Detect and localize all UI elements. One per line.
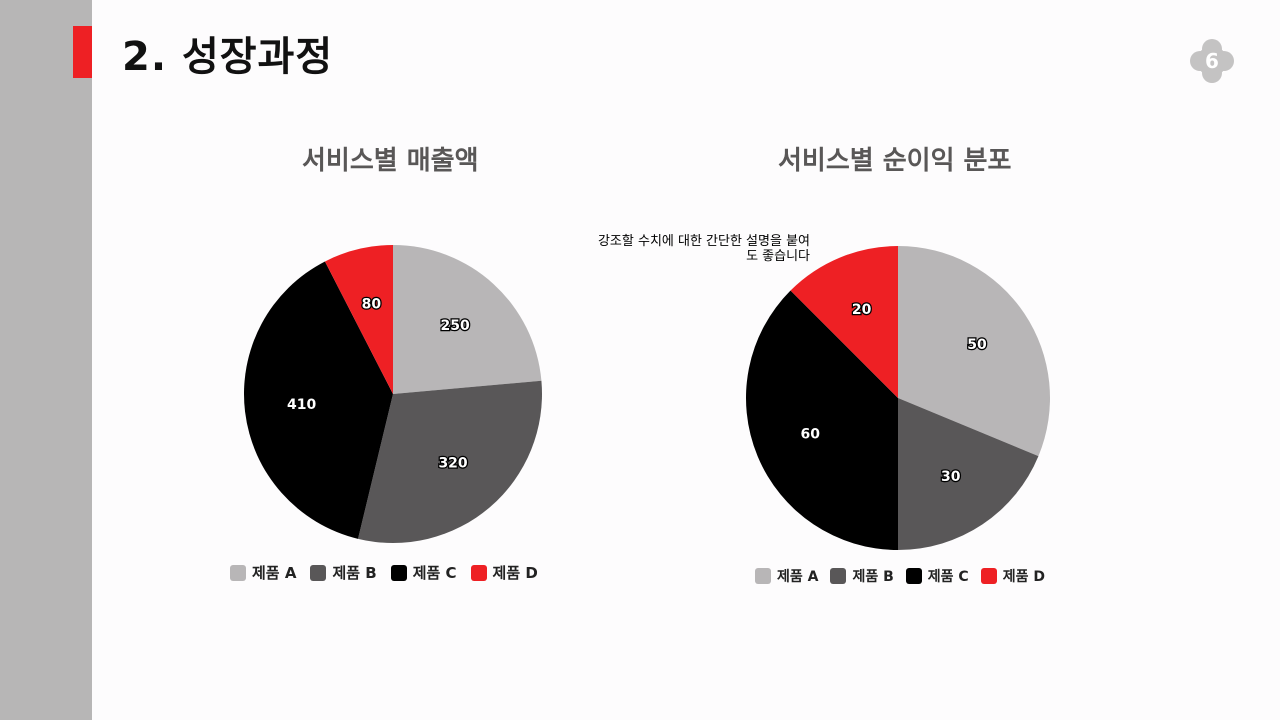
pie-slice-c <box>244 261 393 539</box>
legend-item-c: 제품 C <box>905 566 969 586</box>
pie-value-label-b: 30 <box>941 469 961 485</box>
legend-swatch-d <box>980 568 997 584</box>
pie-slice-b <box>898 398 1039 550</box>
slide-title: 2. 성장과정 <box>122 34 334 80</box>
legend-label-d: 제품 D <box>1002 569 1045 585</box>
pie-slice-c <box>746 290 898 550</box>
pie-chart-revenue: 250 320 410 80 <box>244 245 542 543</box>
title-accent-bar <box>73 26 92 78</box>
chart-title-profit: 서비스별 순이익 분포 <box>778 146 1012 176</box>
pie-slice-d <box>324 245 393 394</box>
callout-note: 강조할 수치에 대한 간단한 설명을 붙여 도 좋습니다 <box>560 234 810 264</box>
legend-swatch-b <box>310 564 327 581</box>
legend-swatch-c <box>390 564 407 581</box>
pie-value-label-c: 410 <box>287 397 316 413</box>
legend-swatch-a <box>230 564 246 581</box>
legend-label-c: 제품 C <box>412 564 457 582</box>
legend-item-d: 제품 D <box>980 566 1045 586</box>
pie-value-label-d: 20 <box>852 302 872 318</box>
pie-slice-b <box>358 380 542 543</box>
pie-value-label-a: 50 <box>967 337 987 353</box>
callout-line-1: 강조할 수치에 대한 간단한 설명을 붙여 <box>597 234 810 249</box>
legend-label-d: 제품 D <box>492 564 538 582</box>
legend-item-b: 제품 B <box>310 562 377 583</box>
legend-label-c: 제품 C <box>927 569 969 585</box>
legend-item-d: 제품 D <box>470 562 538 583</box>
legend-swatch-d <box>470 564 487 581</box>
legend-swatch-b <box>830 568 847 584</box>
legend-item-b: 제품 B <box>830 566 894 586</box>
legend-item-c: 제품 C <box>390 562 457 583</box>
pie-value-label-a: 250 <box>440 318 469 334</box>
chart-title-revenue: 서비스별 매출액 <box>302 146 479 176</box>
legend-swatch-a <box>755 568 771 584</box>
flower-badge-icon <box>1190 39 1234 83</box>
pie-value-label-b: 320 <box>438 456 467 472</box>
pie-value-label-c: 60 <box>800 426 820 442</box>
pie-slice-a <box>898 246 1050 457</box>
legend-item-a: 제품 A <box>230 562 296 583</box>
callout-line-2: 도 좋습니다 <box>746 249 810 264</box>
legend-label-b: 제품 B <box>332 564 377 582</box>
left-sidebar-bar <box>0 0 92 720</box>
pie-value-label-d: 80 <box>362 297 382 313</box>
legend-revenue: 제품 A 제품 B 제품 C 제품 D <box>230 562 538 583</box>
legend-profit: 제품 A 제품 B 제품 C 제품 D <box>755 566 1045 586</box>
pie-slice-d <box>790 246 898 398</box>
pie-slice-a <box>393 245 542 394</box>
legend-item-a: 제품 A <box>755 566 818 586</box>
pie-chart-profit: 50 30 60 20 <box>746 246 1050 550</box>
page-number: 6 <box>1205 49 1219 73</box>
legend-label-a: 제품 A <box>777 569 819 585</box>
page-number-badge: 6 <box>1188 38 1236 84</box>
legend-swatch-c <box>905 568 922 584</box>
legend-label-a: 제품 A <box>252 564 297 582</box>
legend-label-b: 제품 B <box>852 569 894 585</box>
